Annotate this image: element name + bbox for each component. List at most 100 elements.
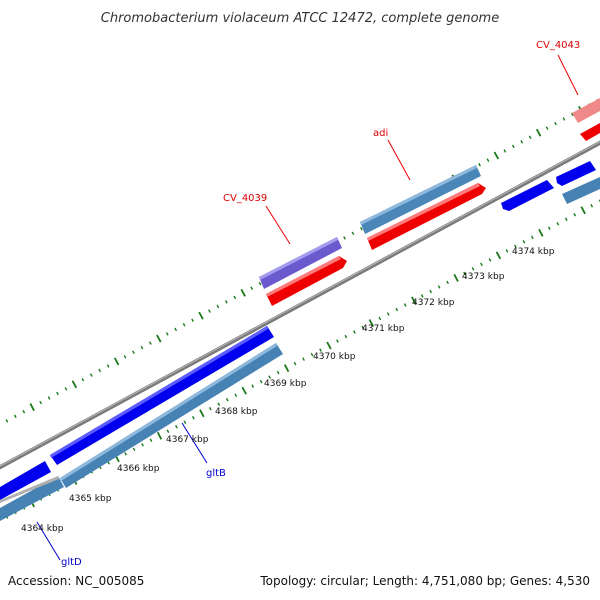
inner-track-tick <box>192 416 195 420</box>
inner-track-tick <box>386 312 390 316</box>
gene-label-cv-4039: CV_4039 <box>223 193 267 204</box>
inner-track-tick <box>547 226 551 231</box>
callout-line-adi <box>387 139 411 181</box>
feature-cv-4043-cds <box>580 123 600 141</box>
inner-track-tick <box>471 267 475 271</box>
outer-track-tick <box>258 281 262 286</box>
callout-line-cv-4043 <box>557 54 579 96</box>
outer-track-tick <box>554 121 557 126</box>
callout-line-gltd <box>36 521 61 561</box>
inner-track-tick <box>199 409 205 418</box>
inner-track-tick <box>420 294 424 298</box>
inner-track-tick <box>453 273 459 282</box>
outer-track-tick <box>191 318 194 322</box>
inner-track-tick <box>522 240 526 244</box>
feature-reverse-cds-2 <box>556 161 596 186</box>
feature-gltd-inner <box>0 476 64 521</box>
inner-track-tick <box>590 204 594 208</box>
outer-track-tick <box>5 419 9 423</box>
outer-track-tick <box>359 227 363 231</box>
outer-track-tick <box>156 334 162 343</box>
outer-track-tick <box>216 304 220 309</box>
outer-track-tick <box>503 149 507 153</box>
genome-summary-text: Topology: circular; Length: 4,751,080 bp… <box>260 574 590 588</box>
outer-track-tick <box>511 144 515 149</box>
map-title: Chromobacterium violaceum ATCC 12472, co… <box>101 11 499 26</box>
outer-track-tick <box>174 327 178 332</box>
inner-track-tick <box>437 285 441 289</box>
inner-track-tick <box>505 249 509 253</box>
inner-track-tick <box>336 339 339 343</box>
inner-track-tick <box>368 319 375 327</box>
scale-label: 4365 kbp <box>69 494 112 504</box>
outer-track-tick <box>113 357 120 366</box>
feature-adi-outer <box>360 165 481 234</box>
inner-track-tick <box>378 316 382 321</box>
inner-track-tick <box>183 420 187 424</box>
outer-track-tick <box>123 355 127 359</box>
outer-track-tick <box>39 400 43 405</box>
scale-label: 4372 kbp <box>412 298 455 308</box>
scale-label: 4373 kbp <box>462 272 505 282</box>
inner-track-tick <box>488 258 492 262</box>
inner-track-tick <box>310 352 314 357</box>
gene-label-gltd: gltD <box>61 557 82 568</box>
inner-track-tick <box>124 452 127 456</box>
inner-track-tick <box>326 341 332 350</box>
scale-label: 4366 kbp <box>117 464 160 474</box>
inner-track-tick <box>495 251 502 260</box>
accession-text: Accession: NC_005085 <box>8 574 145 588</box>
outer-track-tick <box>233 295 237 300</box>
inner-tick-track <box>5 199 600 519</box>
outer-track-tick <box>545 126 549 130</box>
inner-track-tick <box>361 325 365 330</box>
outer-track-tick <box>493 151 500 160</box>
outer-track-tick <box>106 364 110 368</box>
inner-track-tick <box>166 429 170 434</box>
inner-track-tick <box>208 406 212 411</box>
inner-track-tick <box>395 307 399 312</box>
feature-gltb-outer <box>50 326 274 465</box>
outer-track-tick <box>71 380 78 389</box>
inner-track-tick <box>538 228 544 237</box>
feature-gltb-inner <box>60 343 283 488</box>
inner-track-tick <box>463 271 466 276</box>
inner-track-tick <box>514 244 517 249</box>
outer-track-tick <box>29 403 35 412</box>
callout-line-cv-4039 <box>265 205 291 245</box>
genome-backbone <box>0 140 600 470</box>
outer-track-tick <box>81 377 85 382</box>
scale-label: 4370 kbp <box>313 352 356 362</box>
inner-track-tick <box>411 296 417 305</box>
scale-label: 4371 kbp <box>362 324 405 334</box>
outer-track-tick <box>182 323 186 327</box>
outer-track-tick <box>148 341 152 345</box>
inner-track-tick <box>251 384 255 388</box>
outer-track-tick <box>208 309 211 313</box>
outer-track-tick <box>528 135 532 139</box>
feature-reverse-cds-1 <box>501 180 554 211</box>
feature-cv-4043-outer <box>572 98 600 123</box>
inner-track-tick <box>234 393 238 397</box>
scale-label: 4367 kbp <box>166 435 209 445</box>
outer-track-tick <box>240 288 246 297</box>
inner-track-tick <box>480 262 483 267</box>
outer-track-tick <box>478 162 481 167</box>
outer-track-tick <box>535 128 542 137</box>
inner-track-tick <box>573 213 577 217</box>
inner-track-tick <box>132 447 136 452</box>
outer-track-tick <box>56 391 59 396</box>
inner-track-tick <box>149 438 153 443</box>
outer-track-tick <box>198 311 204 320</box>
outer-track-tick <box>351 231 355 236</box>
outer-track-tick <box>64 387 68 391</box>
inner-track-tick <box>403 303 407 307</box>
inner-track-tick <box>268 375 272 379</box>
genome-backbone-highlight <box>0 141 600 467</box>
outer-track-tick <box>562 117 566 121</box>
outer-track-tick <box>520 140 524 144</box>
outer-track-tick <box>140 345 144 350</box>
inner-track-tick <box>556 222 560 226</box>
inner-track-tick <box>429 289 433 294</box>
inner-track-tick <box>319 348 322 352</box>
